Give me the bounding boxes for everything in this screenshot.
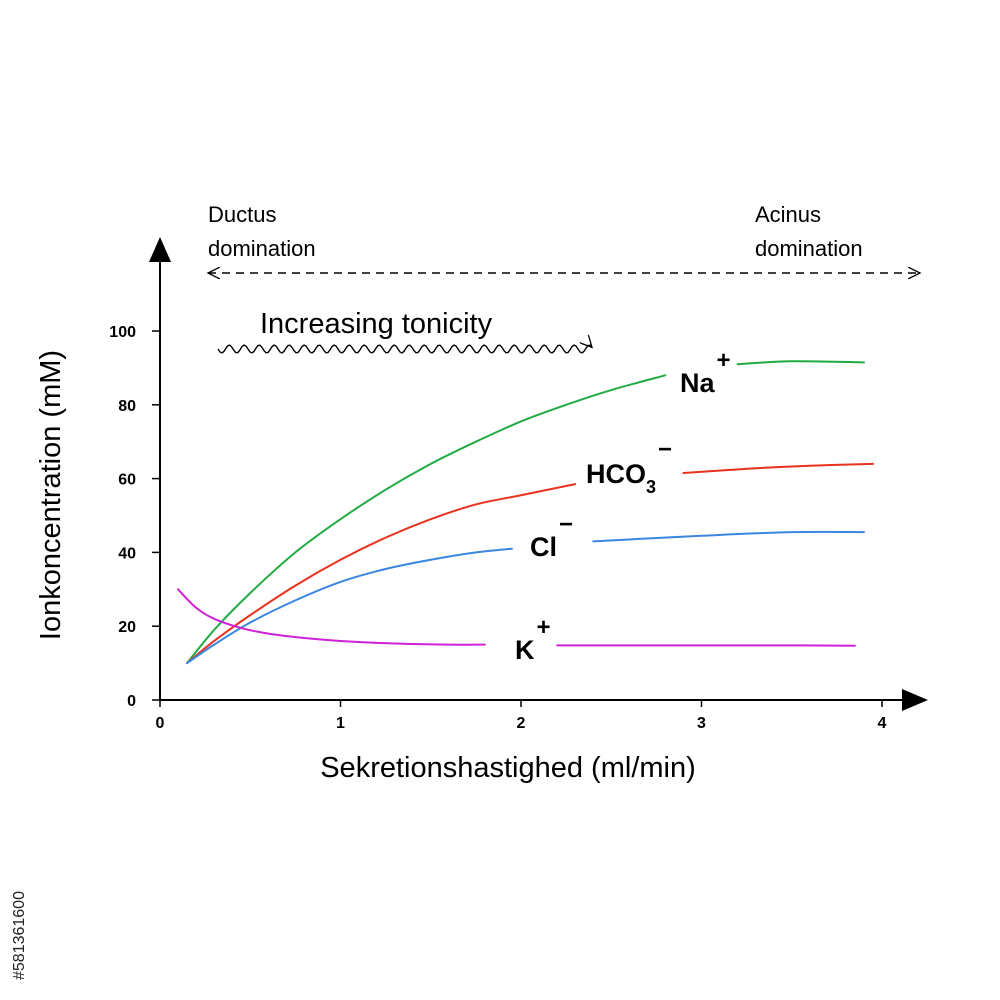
x-tick-label: 3: [697, 715, 706, 732]
y-axis-arrowhead: [149, 237, 171, 262]
series-cl: [186, 530, 865, 665]
y-ticks: 0 20 40 60 80 100: [109, 324, 160, 710]
annotation-line: domination: [208, 236, 316, 261]
series-line-na-left: [186, 374, 667, 665]
series-line-hco3-left: [186, 483, 577, 665]
x-axis-title: Sekretionshastighed (ml/min): [320, 752, 696, 784]
ion-labels: Na+HCO3−Cl−K+: [515, 347, 731, 665]
ion-label-hco3: HCO3−: [586, 436, 672, 497]
ion-label-superscript: +: [717, 347, 731, 374]
series-line-hco3-right: [682, 462, 874, 475]
y-tick-label: 100: [109, 324, 136, 341]
y-tick-label: 20: [118, 619, 136, 636]
stock-id-watermark: #581361600: [11, 891, 28, 980]
series-hco3: [186, 462, 874, 665]
ion-label-main: K: [515, 635, 535, 665]
annotation-line: Acinus: [755, 202, 821, 227]
ion-label-cl: Cl−: [530, 511, 573, 562]
ductus-annotation: Ductus domination: [208, 202, 316, 261]
series-line-cl-left: [186, 547, 513, 665]
acinus-annotation: Acinus domination: [755, 202, 863, 261]
x-tick-label: 4: [878, 715, 887, 732]
ion-label-k: K+: [515, 614, 551, 665]
x-ticks: 0 1 2 3 4: [156, 700, 887, 732]
ion-label-superscript: −: [658, 436, 672, 463]
ion-label-subscript: 3: [646, 477, 656, 497]
series-group: [177, 360, 874, 665]
y-tick-label: 60: [118, 472, 136, 489]
y-tick-label: 40: [118, 545, 136, 562]
y-tick-label: 80: [118, 398, 136, 415]
x-tick-label: 2: [517, 715, 526, 732]
annotation-line: domination: [755, 236, 863, 261]
tonicity-wave-arrow: [217, 345, 592, 354]
ion-label-superscript: +: [537, 614, 551, 641]
series-k: [177, 588, 856, 647]
ion-label-main: HCO: [586, 459, 646, 489]
y-tick-label: 0: [127, 693, 136, 710]
series-na: [186, 360, 865, 665]
ion-label-main: Cl: [530, 532, 557, 562]
x-tick-label: 1: [336, 715, 345, 732]
y-axis-title: Ionkoncentration (mM): [35, 350, 67, 640]
series-line-na-right: [736, 360, 865, 366]
svg-text:#581361600: #581361600: [11, 891, 28, 980]
annotation-line: Ductus: [208, 202, 276, 227]
ion-label-main: Na: [680, 368, 715, 398]
ion-label-na: Na+: [680, 347, 731, 398]
x-tick-label: 0: [156, 715, 165, 732]
ion-label-superscript: −: [559, 511, 573, 538]
series-line-cl-right: [592, 530, 865, 543]
x-axis-arrowhead: [902, 689, 928, 711]
tonicity-label: Increasing tonicity: [260, 308, 493, 340]
series-line-k-left: [177, 588, 486, 646]
